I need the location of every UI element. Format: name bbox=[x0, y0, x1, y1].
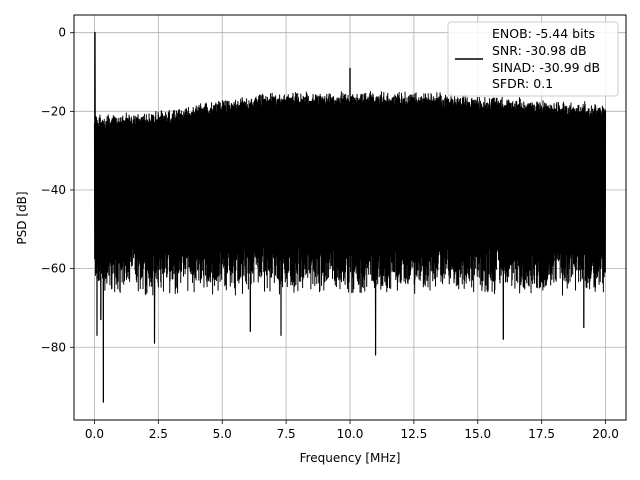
axis-ticks: 0.0 2.5 5.0 7.5 10.0 12.5 15.0 17.5 20.0 0 −20 −40 −… bbox=[41, 26, 619, 441]
x-tick-label: 10.0 bbox=[337, 427, 364, 441]
y-axis-label: PSD [dB] bbox=[15, 191, 29, 244]
legend-snr: SNR: -30.98 dB bbox=[492, 43, 587, 58]
x-tick-label: 15.0 bbox=[464, 427, 491, 441]
x-tick-label: 0.0 bbox=[85, 427, 104, 441]
y-tick-label: 0 bbox=[58, 26, 66, 40]
y-tick-label: −20 bbox=[41, 104, 66, 118]
legend-sinad: SINAD: -30.99 dB bbox=[492, 60, 600, 75]
legend-sfdr: SFDR: 0.1 bbox=[492, 76, 553, 91]
x-axis-label: Frequency [MHz] bbox=[300, 451, 401, 465]
x-tick-label: 7.5 bbox=[277, 427, 296, 441]
legend: ENOB: -5.44 bits SNR: -30.98 dB SINAD: -… bbox=[447, 21, 619, 97]
y-tick-label: −40 bbox=[41, 183, 66, 197]
y-tick-label: −80 bbox=[41, 340, 66, 354]
x-tick-label: 5.0 bbox=[213, 427, 232, 441]
x-tick-label: 12.5 bbox=[401, 427, 428, 441]
psd-series bbox=[93, 31, 607, 403]
psd-line bbox=[93, 31, 607, 403]
legend-box bbox=[447, 21, 619, 97]
y-tick-label: −60 bbox=[41, 262, 66, 276]
legend-enob: ENOB: -5.44 bits bbox=[492, 26, 595, 41]
x-tick-label: 20.0 bbox=[592, 427, 619, 441]
x-tick-label: 17.5 bbox=[528, 427, 555, 441]
x-tick-label: 2.5 bbox=[149, 427, 168, 441]
